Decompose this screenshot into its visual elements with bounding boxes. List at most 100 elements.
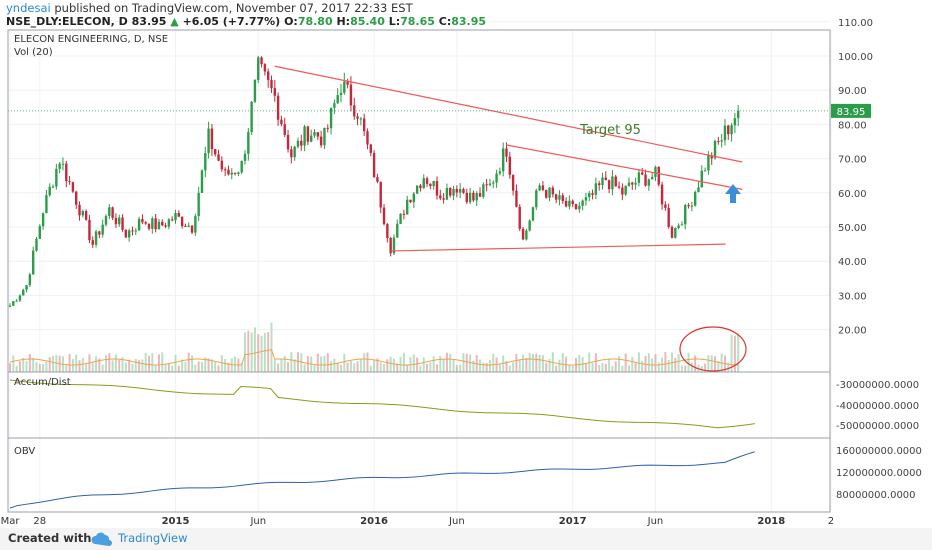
tradingview-brand-link[interactable]: TradingView — [118, 531, 188, 545]
volume-bar — [435, 364, 438, 372]
high-label: H: — [336, 15, 351, 28]
volume-bar — [263, 333, 266, 372]
candle-body — [657, 166, 660, 185]
candle-body — [644, 174, 647, 186]
annotations: Target 95 — [579, 123, 747, 372]
volume-bar — [611, 365, 614, 372]
volume-bar — [224, 359, 227, 372]
published-line: yndesai published on TradingView.com, No… — [6, 1, 413, 15]
volume-bar — [91, 361, 94, 372]
volume-bar — [257, 334, 260, 372]
candle-body — [167, 219, 171, 227]
candle-body — [501, 148, 505, 172]
candle-body — [627, 182, 631, 186]
volume-bar — [333, 358, 336, 372]
volume-bar — [412, 354, 415, 372]
candle-body — [237, 172, 240, 174]
volume-bar — [555, 365, 558, 372]
candle-body — [12, 301, 15, 306]
volume-bar — [177, 365, 180, 372]
volume-bar — [439, 355, 442, 372]
candle-body — [35, 238, 38, 251]
candle-body — [521, 228, 525, 240]
volume-bar — [296, 352, 299, 372]
candle-body — [51, 186, 55, 188]
candle-body — [306, 126, 310, 142]
volume-bar — [349, 361, 352, 372]
volume-bar — [191, 355, 194, 372]
candle-body — [412, 193, 416, 203]
candle-body — [601, 177, 604, 186]
footer-bar: Created with TradingView — [0, 528, 932, 550]
volume-bar — [313, 365, 316, 372]
x-tick-label: 2018 — [757, 516, 785, 527]
candle-body — [621, 187, 624, 195]
x-tick-label: Jun — [647, 516, 664, 527]
volume-bar — [181, 359, 184, 372]
volume-bar — [253, 327, 256, 372]
volume-bar — [459, 364, 462, 372]
candle-body — [31, 250, 35, 275]
volume-bar — [687, 352, 690, 372]
candle-body — [406, 199, 409, 215]
volume-bar — [65, 364, 68, 372]
candle-body — [568, 200, 571, 207]
candle-body — [558, 195, 561, 200]
volume-bar — [320, 356, 323, 372]
volume-bar — [157, 354, 160, 372]
candle-body — [333, 103, 336, 108]
volume-bar — [505, 361, 508, 372]
volume-bar — [336, 362, 339, 372]
volume-bar — [22, 357, 25, 372]
candle-body — [243, 153, 247, 161]
candle-body — [462, 189, 465, 193]
volume-bar — [379, 362, 382, 372]
volume-bar — [174, 354, 177, 372]
volume-bar — [111, 360, 114, 372]
volume-bar — [528, 352, 531, 372]
volume-bar — [479, 359, 482, 372]
volume-bar — [578, 355, 581, 372]
candle-body — [18, 295, 22, 301]
candle-body — [41, 213, 45, 227]
volume-spike-circle — [679, 326, 747, 372]
volume-bar — [568, 364, 571, 372]
volume-bar — [277, 363, 280, 372]
candle-body — [614, 176, 617, 187]
candle-body — [561, 195, 564, 201]
volume-bar — [472, 360, 475, 372]
candle-body — [154, 218, 157, 230]
volume-bar — [38, 363, 41, 372]
volume-bar — [389, 356, 392, 372]
candle-body — [108, 207, 111, 217]
candle-body — [488, 183, 492, 186]
candle-body — [45, 195, 48, 214]
volume-bar — [12, 355, 15, 372]
candle-body — [71, 182, 75, 192]
volume-bar — [452, 359, 455, 372]
volume-bar — [369, 365, 372, 372]
trendline-upper-resistance — [274, 65, 743, 163]
candle-body — [8, 305, 12, 307]
volume-bar — [52, 356, 55, 372]
volume-bar — [81, 358, 84, 372]
obv-pane-title: OBV — [14, 446, 36, 457]
candle-body — [303, 126, 306, 146]
volume-bar — [200, 361, 203, 372]
candle-body — [177, 212, 181, 217]
volume-bar — [667, 360, 670, 372]
volume-bar — [148, 355, 151, 372]
candle-body — [419, 185, 422, 189]
candle-body — [200, 170, 204, 193]
candle-body — [15, 300, 18, 302]
candle-body — [280, 119, 283, 125]
candle-body — [233, 172, 237, 174]
x-tick-label: 2 — [828, 516, 834, 527]
volume-bar — [727, 362, 730, 372]
author-link[interactable]: yndesai — [6, 1, 51, 15]
candle-body — [339, 92, 343, 96]
volume-bar — [171, 365, 174, 372]
volume-bar — [730, 334, 733, 372]
volume-bar — [512, 362, 515, 372]
